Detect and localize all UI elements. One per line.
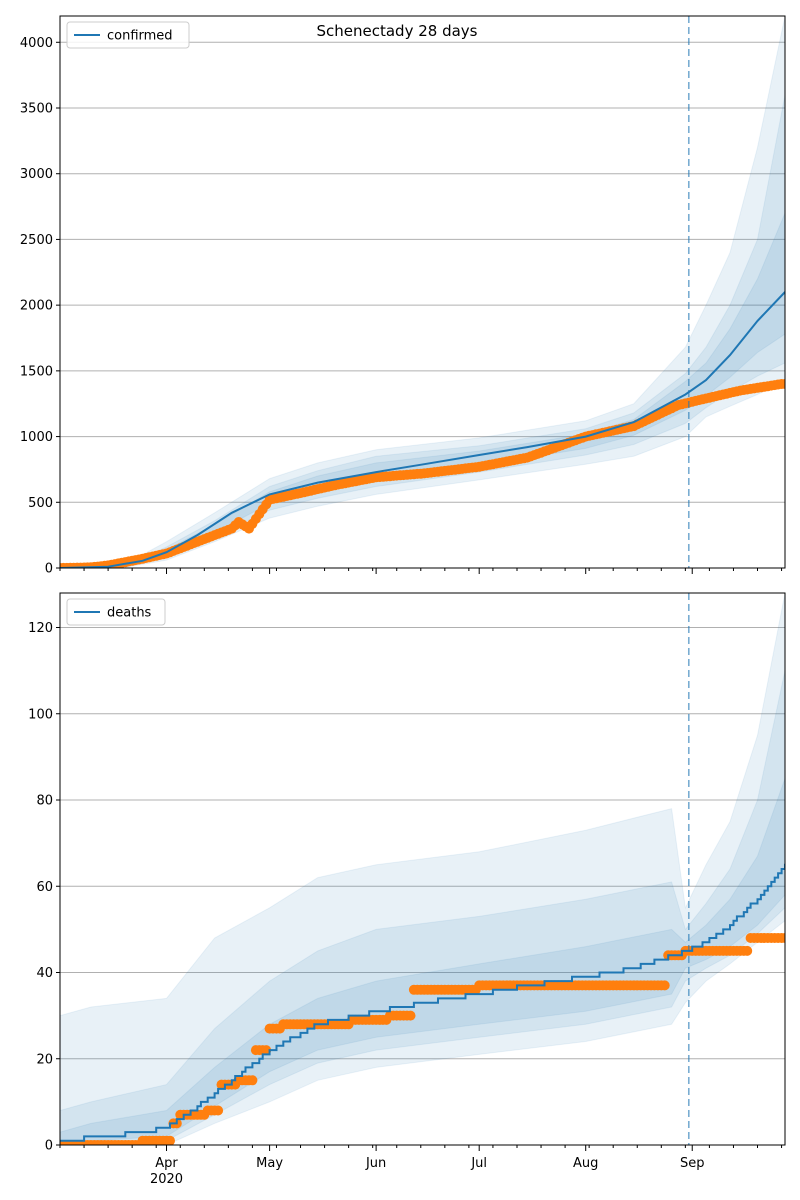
uncertainty-band-3: [60, 778, 785, 1145]
legend-label: confirmed: [107, 29, 173, 44]
y-tick-label: 1500: [20, 364, 53, 379]
legend-box: [66, 598, 166, 626]
y-tick-label: 3500: [20, 102, 53, 117]
x-tick-label: Jul: [470, 1156, 487, 1171]
uncertainty-band-1: [60, 16, 785, 568]
legend: deaths: [66, 598, 166, 626]
y-tick-label: 1000: [20, 430, 53, 445]
y-tick-label: 120: [28, 621, 53, 636]
observed-point: [780, 379, 785, 389]
uncertainty-band-1: [60, 593, 785, 1145]
x-tick-label: May: [256, 1156, 283, 1171]
observed-series: [60, 379, 785, 568]
y-tick-label: 0: [45, 1139, 53, 1154]
observed-point: [213, 1105, 224, 1116]
axes-frame: [59, 15, 786, 569]
x-tick-label: Apr: [155, 1156, 178, 1171]
legend-box: [66, 21, 190, 49]
x-tick-label: Jun: [365, 1156, 386, 1171]
model-line-deaths: [60, 863, 785, 1142]
plot-area: [60, 16, 785, 568]
observed-point: [165, 1135, 175, 1145]
y-tick-label: 20: [36, 1052, 53, 1067]
x-tick-label: Aug: [573, 1156, 598, 1171]
y-tick-label: 4000: [20, 36, 53, 51]
observed-series: [60, 933, 785, 1145]
observed-point: [742, 945, 753, 956]
axes-frame: [59, 592, 786, 1146]
y-tick-label: 40: [36, 966, 53, 981]
uncertainty-band-2: [60, 670, 785, 1145]
uncertainty-band-3: [60, 212, 785, 568]
observed-point: [247, 1075, 258, 1086]
plot-area: [60, 593, 785, 1145]
chart-title: Schenectady 28 days: [317, 22, 478, 40]
x-year-label: 2020: [150, 1172, 183, 1187]
chart-panel-confirmed: 0 500 1000 1500 2000 2500 3000 3500 4000 confirme…: [20, 15, 786, 577]
y-tick-label: 80: [36, 794, 53, 809]
y-tick-label: 0: [45, 562, 53, 577]
y-tick-label: 500: [28, 496, 53, 511]
y-tick-label: 2000: [20, 299, 53, 314]
model-line-confirmed: [60, 291, 785, 568]
y-tick-label: 100: [28, 707, 53, 722]
uncertainty-band-2: [60, 94, 785, 568]
y-tick-label: 2500: [20, 233, 53, 248]
observed-point: [405, 1010, 416, 1021]
chart-panel-deaths: 0 20 40 60 80 100 120 deaths: [28, 592, 786, 1154]
x-tick-label: Sep: [680, 1156, 705, 1171]
y-tick-label: 60: [36, 880, 53, 895]
y-tick-label: 3000: [20, 167, 53, 182]
observed-point: [659, 980, 670, 991]
legend-label: deaths: [107, 606, 152, 621]
observed-point: [780, 933, 785, 943]
legend: confirmed: [66, 21, 190, 49]
